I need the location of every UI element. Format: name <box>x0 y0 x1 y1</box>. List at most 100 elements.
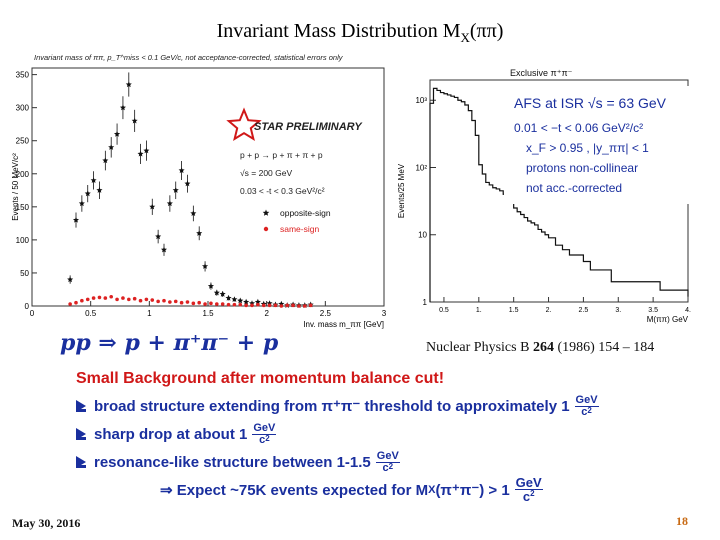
x-axis-label: M(ππ) GeV <box>647 315 689 324</box>
data-point-same <box>261 303 266 308</box>
x-tick-label: 0.5 <box>85 309 97 318</box>
data-point-opposite <box>155 233 162 240</box>
data-point-same <box>267 303 272 308</box>
chart-title: Exclusive π⁺π⁻ <box>510 68 573 78</box>
data-point-same <box>232 302 237 307</box>
data-point-same <box>80 298 84 303</box>
data-point-opposite <box>278 300 285 307</box>
x-tick-label: 1 <box>147 309 152 318</box>
annotation-line: 0.01 < −t < 0.06 GeV²/c² <box>514 121 643 135</box>
data-point-opposite <box>90 177 97 183</box>
data-point-same <box>138 298 143 303</box>
reference-citation: Nuclear Physics B 264 (1986) 154 – 184 <box>426 340 655 355</box>
x-tick-label: 3. <box>615 307 621 314</box>
slide-number: 18 <box>676 514 688 528</box>
slide-title: Invariant Mass Distribution MX(ππ) <box>216 20 504 45</box>
data-point-opposite <box>84 190 91 197</box>
data-point-opposite <box>161 246 167 253</box>
data-point-same <box>279 304 284 308</box>
data-point-opposite <box>166 200 173 207</box>
data-point-opposite <box>178 167 185 174</box>
data-point-same <box>238 302 243 307</box>
star-mass-plot: Invariant mass of ππ, p_T^miss < 0.1 GeV… <box>11 53 387 329</box>
conclusion-line: ⇒ Expect ~75K events expected for M X (π⁺π… <box>160 475 543 504</box>
data-point-opposite <box>108 144 115 150</box>
y-tick-label: 100 <box>16 236 30 245</box>
data-point-opposite <box>102 157 109 164</box>
annotation-line: 0.03 < -t < 0.3 GeV²/c² <box>240 186 325 196</box>
data-point-same <box>144 297 149 302</box>
data-point-opposite <box>143 147 150 154</box>
x-tick-label: 0 <box>30 309 35 318</box>
data-point-same <box>121 296 125 300</box>
data-point-opposite <box>125 81 132 88</box>
data-point-opposite <box>196 230 203 236</box>
data-point-same <box>297 304 301 308</box>
data-point-opposite <box>149 203 156 210</box>
data-point-same <box>203 302 207 306</box>
data-point-opposite <box>231 296 238 302</box>
data-point-opposite <box>67 276 74 283</box>
data-point-same <box>132 296 137 301</box>
annotation-box <box>504 86 690 204</box>
data-point-same <box>303 304 307 308</box>
data-point-opposite <box>119 104 126 111</box>
data-point-opposite <box>131 117 138 124</box>
y-tick-label: 10² <box>415 163 427 172</box>
data-point-same <box>191 301 196 306</box>
data-point-same <box>273 303 278 308</box>
data-point-same <box>162 298 166 303</box>
x-tick-label: 2. <box>546 307 552 314</box>
data-point-opposite <box>78 200 85 207</box>
unit-fraction: GeV c2 <box>252 421 277 446</box>
footer-date: May 30, 2016 <box>12 516 81 530</box>
legend-entry: same-sign <box>280 224 319 234</box>
data-point-opposite <box>213 289 220 296</box>
bullet-sharp-drop: sharp drop at about 1 GeV c2 <box>76 420 676 448</box>
data-point-opposite <box>172 187 179 193</box>
y-tick-label: 300 <box>16 104 30 113</box>
data-point-opposite <box>237 297 244 304</box>
data-point-opposite <box>243 298 250 305</box>
unit-fraction: GeV c2 <box>574 393 599 418</box>
data-point-same <box>220 302 225 306</box>
y-tick-label: 10³ <box>415 96 427 105</box>
x-tick-label: 1. <box>476 307 482 314</box>
data-point-same <box>209 301 213 306</box>
arrow-bullet-icon <box>76 428 86 440</box>
afs-mass-plot: Exclusive π⁺π⁻ 1 10 10² 10³ 0.5 1. 1.5 2. 2.5 3. 3.… <box>397 68 691 324</box>
data-point-same <box>74 300 78 305</box>
data-point-opposite <box>225 294 232 301</box>
data-point-same <box>291 303 295 308</box>
data-point-same <box>168 300 172 304</box>
y-tick-label: 200 <box>16 170 30 179</box>
data-point-opposite <box>219 290 226 297</box>
data-point-same <box>197 300 201 305</box>
y-tick-label: 10 <box>418 231 427 240</box>
data-point-same <box>285 303 290 308</box>
data-point-same <box>156 299 160 304</box>
data-point-opposite <box>207 283 214 289</box>
data-point-same <box>256 302 260 307</box>
y-axis-label: Events/25 MeV <box>397 163 406 218</box>
annotation-line: √s = 200 GeV <box>240 168 292 178</box>
reaction-formula: pp ⇒ p + π⁺π⁻ + p <box>60 330 279 356</box>
data-point-opposite <box>114 130 121 137</box>
annotation-line: x_F > 0.95 , |y_ππ| < 1 <box>526 141 649 155</box>
x-tick-label: 0.5 <box>439 307 449 314</box>
legend-marker-opposite <box>262 209 270 216</box>
data-point-opposite <box>137 150 144 157</box>
plot-frame <box>31 67 385 307</box>
data-point-same <box>97 295 102 300</box>
x-tick-label: 3.5 <box>648 307 658 314</box>
annotation-line: p + p → p + π + π + p <box>240 150 323 160</box>
data-point-same <box>226 302 231 307</box>
data-point-same <box>115 297 119 302</box>
data-point-same <box>85 297 90 302</box>
annotation-line: protons non-collinear <box>526 161 638 175</box>
bullet-resonance: resonance-like structure between 1-1.5 G… <box>76 448 676 476</box>
data-point-same <box>68 302 72 306</box>
x-tick-label: 2 <box>264 309 269 318</box>
data-point-same <box>103 296 108 300</box>
unit-fraction: GeV c2 <box>514 475 543 504</box>
